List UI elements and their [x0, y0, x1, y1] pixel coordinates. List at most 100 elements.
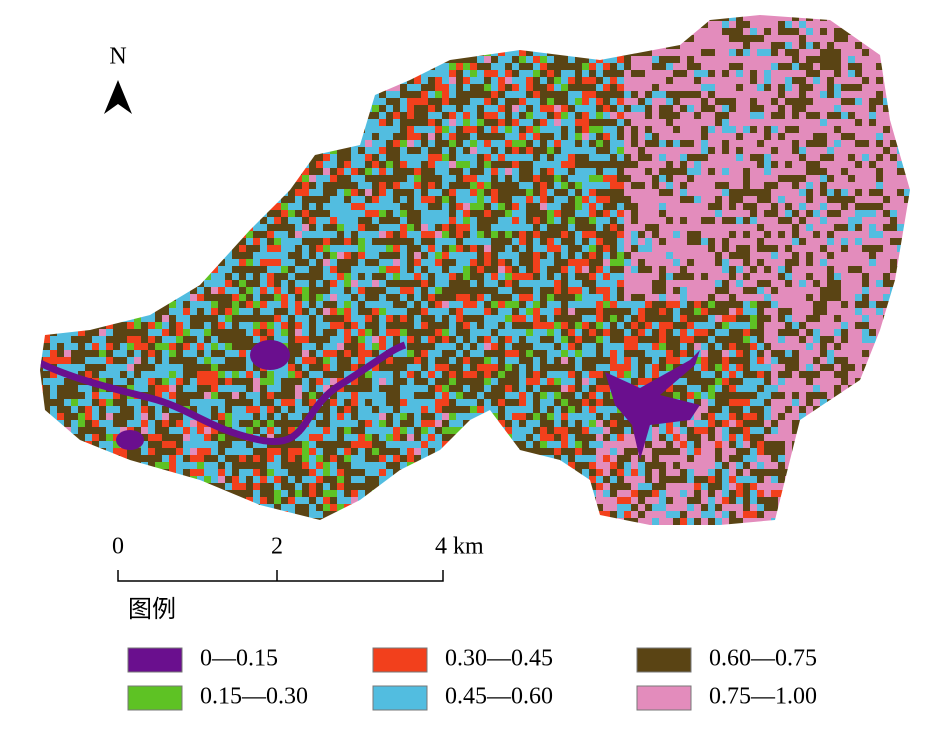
map-cell	[253, 175, 260, 182]
map-cell	[848, 189, 855, 196]
map-cell	[596, 133, 603, 140]
map-cell	[498, 245, 505, 252]
map-cell	[841, 259, 848, 266]
map-cell	[246, 217, 253, 224]
map-cell	[834, 35, 841, 42]
map-cell	[477, 161, 484, 168]
map-cell	[568, 238, 575, 245]
map-cell	[239, 252, 246, 259]
map-cell	[232, 231, 239, 238]
map-cell	[834, 217, 841, 224]
map-cell	[78, 203, 85, 210]
map-cell	[862, 168, 869, 175]
map-cell	[232, 161, 239, 168]
map-cell	[813, 175, 820, 182]
map-cell	[568, 280, 575, 287]
map-cell	[85, 42, 92, 49]
map-cell	[456, 35, 463, 42]
map-cell	[106, 84, 113, 91]
map-cell	[71, 161, 78, 168]
map-cell	[239, 189, 246, 196]
map-cell	[820, 154, 827, 161]
map-cell	[260, 56, 267, 63]
map-cell	[729, 21, 736, 28]
map-cell	[764, 231, 771, 238]
map-cell	[645, 147, 652, 154]
map-cell	[638, 224, 645, 231]
map-cell	[652, 259, 659, 266]
map-cell	[141, 280, 148, 287]
map-cell	[820, 189, 827, 196]
map-cell	[659, 273, 666, 280]
map-cell	[806, 203, 813, 210]
map-cell	[680, 84, 687, 91]
map-cell	[575, 287, 582, 294]
map-cell	[372, 35, 379, 42]
map-cell	[197, 280, 204, 287]
map-cell	[722, 63, 729, 70]
map-cell	[176, 21, 183, 28]
map-cell	[610, 126, 617, 133]
map-cell	[274, 126, 281, 133]
map-cell	[897, 280, 904, 287]
map-cell	[365, 245, 372, 252]
map-cell	[57, 15, 64, 21]
map-cell	[827, 15, 834, 21]
map-cell	[232, 35, 239, 42]
map-cell	[722, 21, 729, 28]
map-cell	[155, 112, 162, 119]
map-cell	[148, 70, 155, 77]
map-cell	[673, 231, 680, 238]
map-cell	[568, 70, 575, 77]
map-cell	[127, 21, 134, 28]
map-cell	[435, 126, 442, 133]
map-cell	[498, 238, 505, 245]
map-cell	[169, 140, 176, 147]
map-cell	[330, 133, 337, 140]
map-cell	[155, 147, 162, 154]
map-cell	[561, 63, 568, 70]
map-cell	[323, 154, 330, 161]
map-cell	[610, 189, 617, 196]
map-cell	[820, 56, 827, 63]
map-cell	[827, 70, 834, 77]
map-cell	[666, 161, 673, 168]
map-cell	[848, 245, 855, 252]
map-cell	[638, 133, 645, 140]
map-cell	[78, 133, 85, 140]
map-cell	[575, 238, 582, 245]
map-cell	[190, 42, 197, 49]
map-cell	[806, 182, 813, 189]
map-cell	[183, 273, 190, 280]
map-cell	[456, 49, 463, 56]
map-cell	[687, 266, 694, 273]
map-cell	[141, 196, 148, 203]
map-cell	[533, 280, 540, 287]
map-cell	[64, 287, 71, 294]
map-cell	[834, 147, 841, 154]
map-cell	[141, 140, 148, 147]
map-cell	[484, 84, 491, 91]
map-cell	[470, 259, 477, 266]
map-cell	[813, 35, 820, 42]
map-cell	[603, 196, 610, 203]
map-cell	[253, 112, 260, 119]
map-cell	[491, 35, 498, 42]
map-cell	[281, 245, 288, 252]
map-cell	[40, 84, 43, 91]
map-cell	[848, 210, 855, 217]
map-cell	[862, 217, 869, 224]
map-cell	[827, 189, 834, 196]
map-cell	[78, 91, 85, 98]
map-cell	[547, 147, 554, 154]
map-cell	[309, 105, 316, 112]
map-cell	[848, 238, 855, 245]
map-cell	[386, 91, 393, 98]
map-cell	[631, 168, 638, 175]
map-cell	[715, 210, 722, 217]
map-cell	[764, 63, 771, 70]
map-cell	[470, 273, 477, 280]
map-cell	[260, 287, 267, 294]
map-cell	[778, 238, 785, 245]
map-cell	[169, 49, 176, 56]
